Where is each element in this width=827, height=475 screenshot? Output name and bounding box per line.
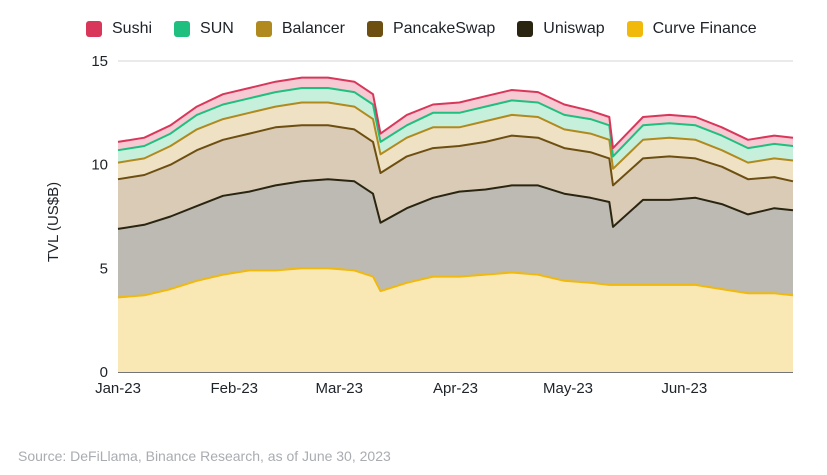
legend-item-pancakeswap: PancakeSwap [366, 20, 496, 38]
line-curve-finance [117, 267, 794, 299]
area-curve-finance [118, 268, 793, 372]
area-uniswap [118, 179, 793, 298]
x-tick-label: Jun-23 [661, 380, 707, 397]
legend-swatch-sushi [86, 21, 102, 37]
area-pancakeswap [118, 125, 793, 229]
line-sun [117, 87, 794, 158]
legend-label-balancer: Balancer [281, 20, 345, 37]
x-tick-label: Apr-23 [433, 380, 478, 397]
legend-label-curve-finance: Curve Finance [652, 20, 757, 37]
legend-swatch-balancer [255, 21, 272, 37]
y-tick-label: 5 [100, 260, 108, 277]
legend-item-curve-finance: Curve Finance [626, 20, 757, 38]
x-tick-label: Feb-23 [210, 380, 258, 397]
area-balancer [118, 102, 793, 186]
legend-label-sushi: Sushi [112, 20, 153, 37]
legend-label-pancakeswap: PancakeSwap [392, 20, 496, 37]
area-sun [118, 88, 793, 169]
legend-item-uniswap: Uniswap [517, 20, 605, 38]
line-sushi [117, 76, 794, 150]
legend-label-uniswap: Uniswap [543, 20, 605, 37]
legend-item-sun: SUN [174, 20, 234, 38]
legend-swatch-curve-finance [626, 21, 643, 37]
source-note: Source: DeFiLlama, Binance Research, as … [18, 448, 391, 464]
y-tick-label: 10 [91, 157, 108, 174]
x-tick-label: Jan-23 [95, 380, 141, 397]
series-lines [117, 76, 794, 299]
legend-swatch-uniswap [517, 21, 534, 37]
y-tick-label: 0 [100, 364, 108, 381]
legend-label-sun: SUN [200, 20, 234, 37]
area-layers [118, 77, 793, 372]
stacked-area-chart: 0 5 10 15 Jan-23 Feb-23 Mar-23 Apr-23 May-23 Jun-… [45, 53, 794, 397]
x-tick-label: May-23 [543, 380, 593, 397]
legend-item-sushi: Sushi [86, 20, 152, 38]
line-pancakeswap [117, 124, 794, 187]
axes: 0 5 10 15 Jan-23 Feb-23 Mar-23 Apr-23 May-23 Jun-… [91, 53, 707, 397]
y-axis-title: TVL (US$B) [45, 182, 62, 262]
line-balancer [117, 101, 794, 170]
legend-swatch-sun [174, 21, 191, 37]
y-tick-label: 15 [91, 53, 108, 70]
chart-legend: Sushi SUN Balancer PancakeSwap Uniswap Curve … [86, 20, 779, 38]
legend-item-balancer: Balancer [255, 20, 345, 38]
x-tick-label: Mar-23 [315, 380, 363, 397]
line-uniswap [117, 178, 794, 230]
legend-swatch-pancakeswap [366, 21, 383, 37]
